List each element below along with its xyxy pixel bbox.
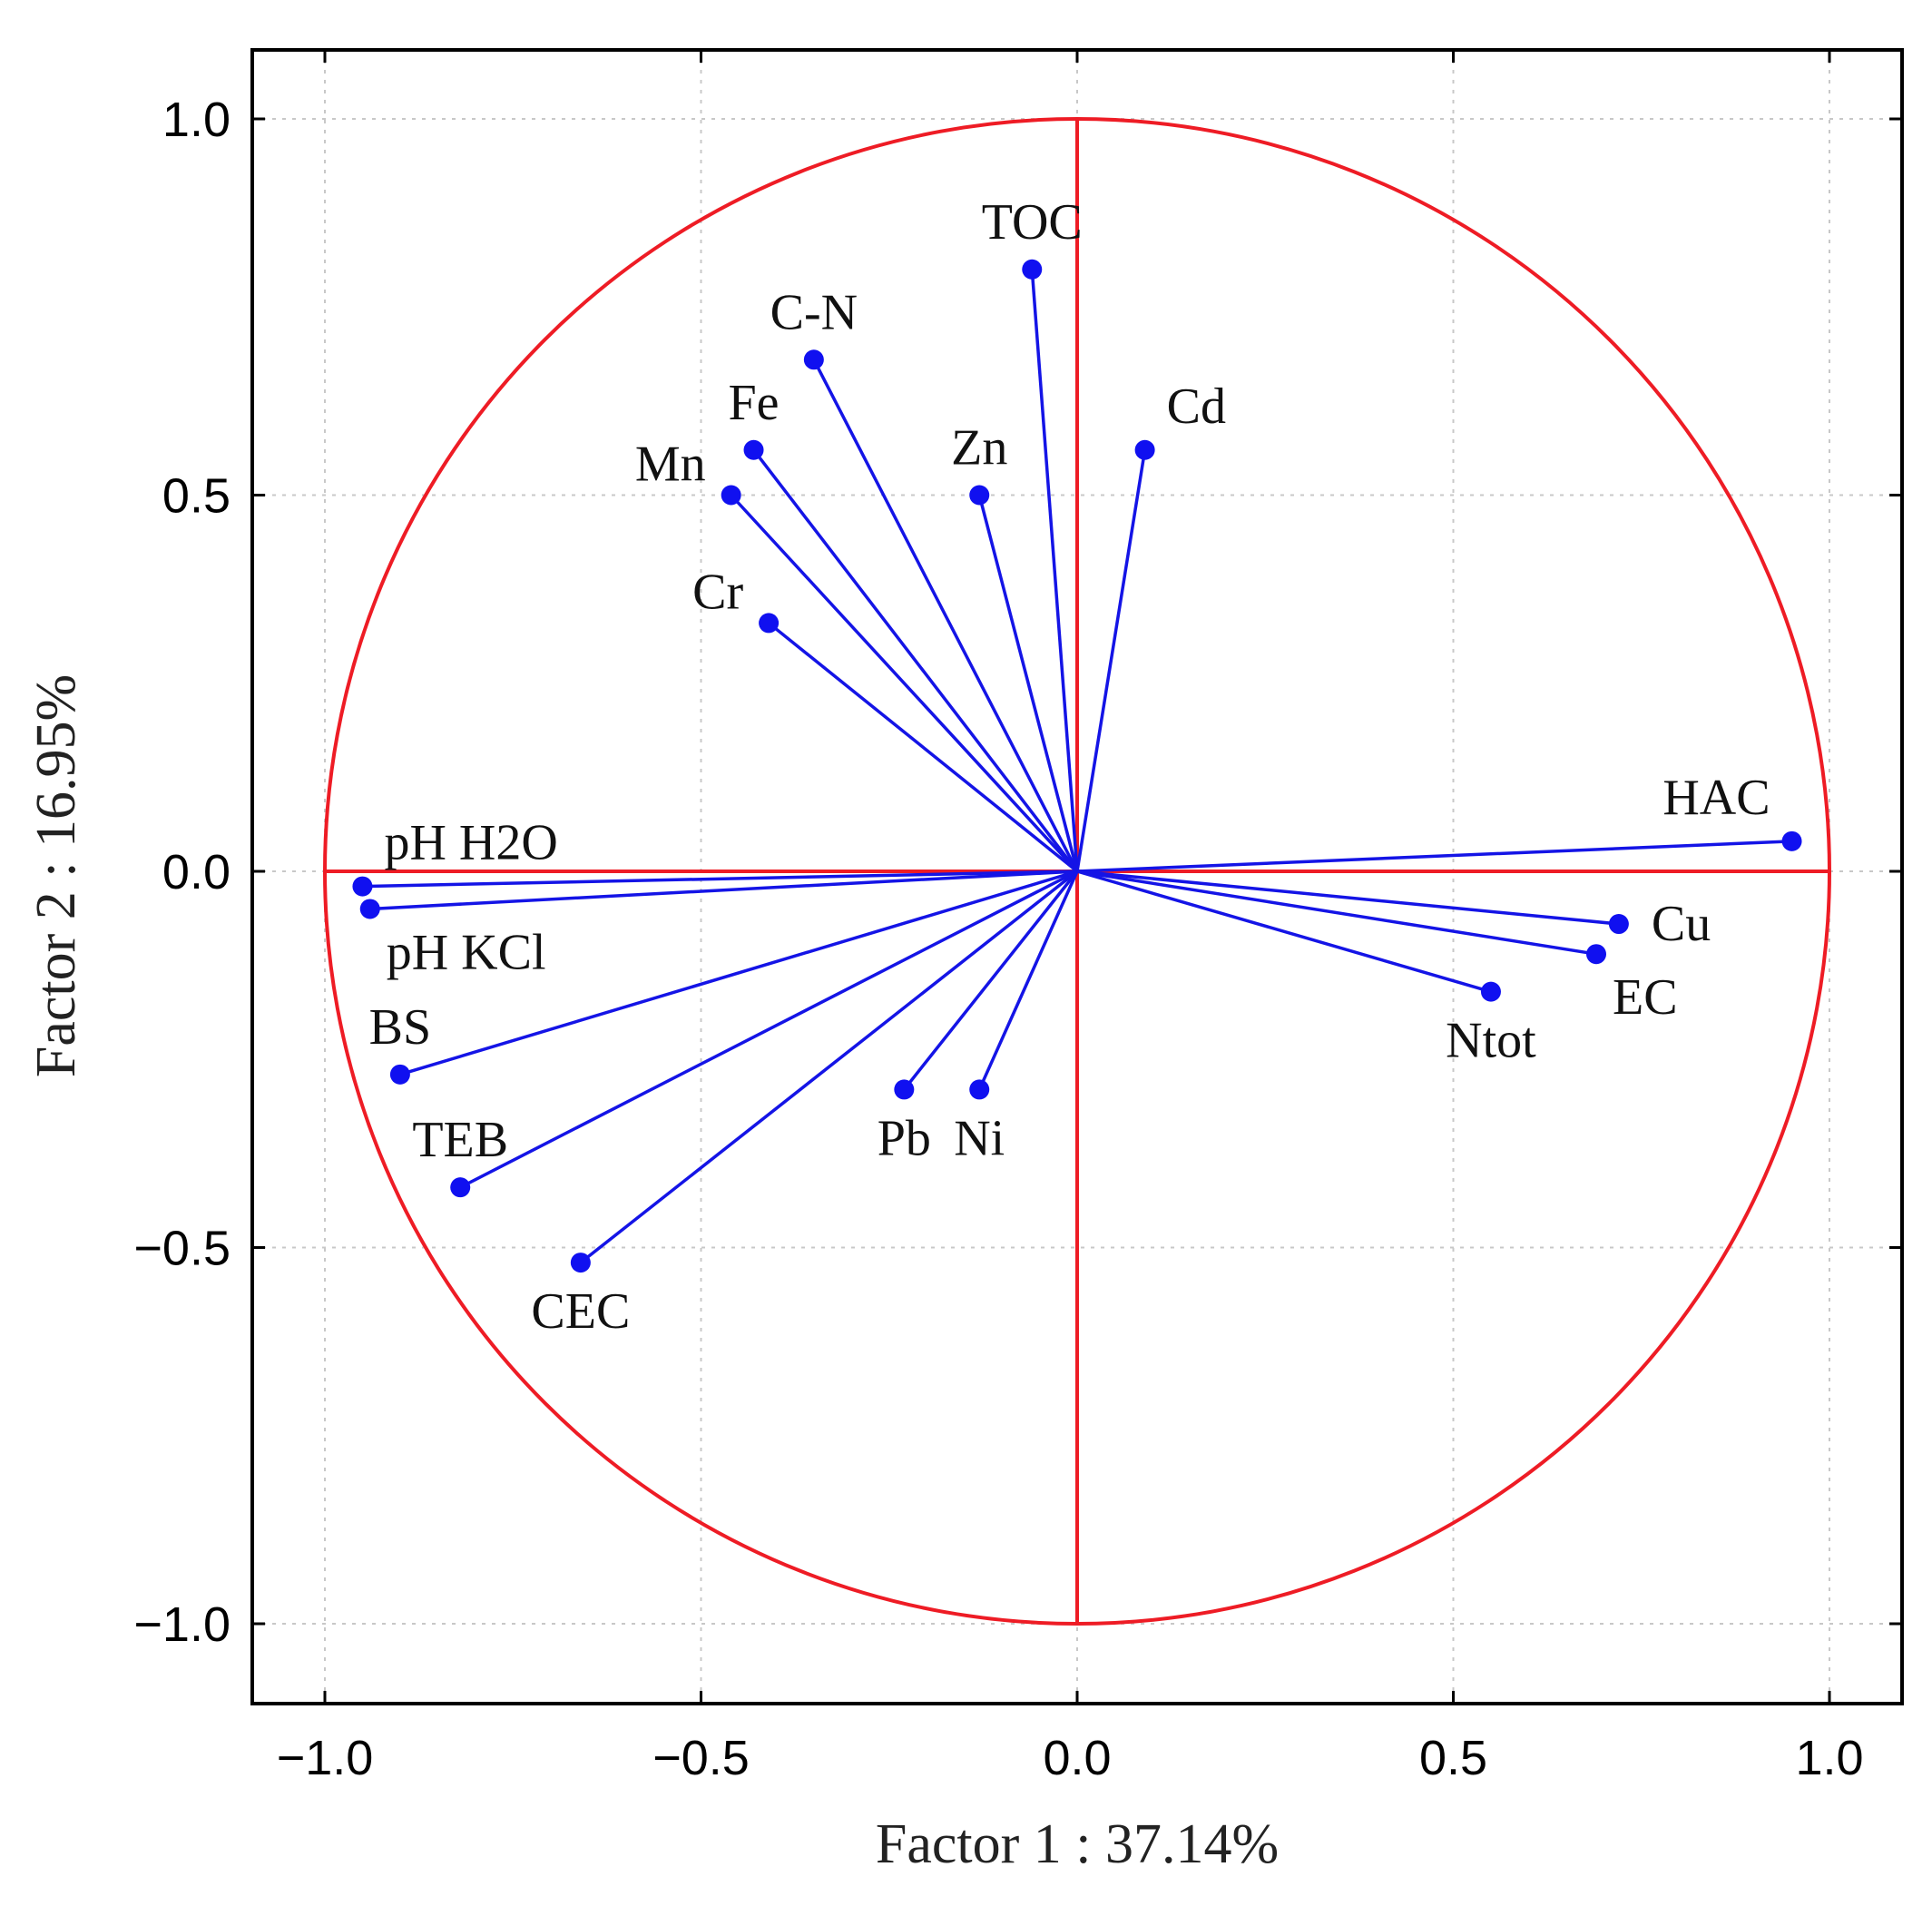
vector-teb xyxy=(459,870,1078,1189)
variable-labels: TOC C-N Fe Mn Cr Zn Cd HAC pH H2O pH KCl BS TEB CEC P… xyxy=(369,194,1770,1340)
label-ni: Ni xyxy=(954,1110,1005,1166)
vector-cr xyxy=(768,622,1079,873)
vector-toc xyxy=(1030,269,1079,872)
x-tick-label: −1.0 xyxy=(277,1731,374,1785)
x-tick-label: 0.0 xyxy=(1043,1731,1111,1785)
point-cd xyxy=(1134,439,1155,460)
vector-c-n xyxy=(812,359,1079,872)
point-cr xyxy=(759,613,780,634)
vector-ec xyxy=(1076,870,1597,956)
label-ec: EC xyxy=(1613,969,1678,1026)
point-ni xyxy=(969,1079,990,1100)
point-cu xyxy=(1608,914,1629,935)
point-mn xyxy=(721,485,741,506)
point-bs xyxy=(389,1064,410,1085)
vector-zn xyxy=(977,495,1079,872)
vector-mn xyxy=(730,494,1079,873)
label-c-n: C-N xyxy=(770,284,858,340)
point-pb xyxy=(894,1079,915,1100)
vector-cd xyxy=(1075,449,1147,872)
y-tick-label: 0.0 xyxy=(162,845,230,899)
label-hac: HAC xyxy=(1662,770,1770,826)
point-cec xyxy=(570,1253,591,1273)
label-ntot: Ntot xyxy=(1446,1013,1536,1069)
label-ph-h2o: pH H2O xyxy=(384,815,557,871)
y-tick-label: −0.5 xyxy=(133,1222,230,1276)
vector-cec xyxy=(579,870,1079,1264)
label-ph-kcl: pH KCl xyxy=(387,924,546,980)
axis-ticks: −1.0 −0.5 0.0 0.5 1.0 −1.0 −0.5 0.0 0.5 1.0 xyxy=(133,50,1902,1785)
label-fe: Fe xyxy=(729,375,780,431)
point-ph-h2o xyxy=(352,876,373,897)
vector-pb xyxy=(902,870,1079,1091)
point-c-n xyxy=(803,349,824,370)
point-ntot xyxy=(1480,981,1501,1002)
label-cr: Cr xyxy=(692,564,743,620)
x-tick-label: 0.5 xyxy=(1419,1731,1487,1785)
point-toc xyxy=(1022,259,1043,280)
point-hac xyxy=(1781,830,1802,851)
y-tick-label: −1.0 xyxy=(133,1597,230,1652)
point-fe xyxy=(743,439,764,460)
vector-bs xyxy=(399,870,1078,1076)
label-teb: TEB xyxy=(412,1112,508,1168)
point-ec xyxy=(1586,944,1607,965)
y-tick-label: 1.0 xyxy=(162,93,230,147)
label-zn: Zn xyxy=(951,420,1007,477)
label-pb: Pb xyxy=(878,1110,931,1166)
y-axis-title: Factor 2 : 16.95% xyxy=(25,674,87,1077)
point-teb xyxy=(450,1177,471,1198)
vector-hac xyxy=(1076,840,1792,873)
vector-ntot xyxy=(1076,870,1492,994)
label-cec: CEC xyxy=(531,1283,630,1340)
vector-fe xyxy=(752,448,1079,873)
vector-ph-kcl xyxy=(369,870,1078,911)
x-axis-title: Factor 1 : 37.14% xyxy=(876,1813,1279,1875)
label-cu: Cu xyxy=(1652,896,1711,952)
vector-ph-h2o xyxy=(362,870,1078,889)
label-cd: Cd xyxy=(1167,378,1226,435)
label-mn: Mn xyxy=(635,437,706,493)
vector-ni xyxy=(977,870,1079,1091)
label-toc: TOC xyxy=(982,194,1083,251)
loading-vectors xyxy=(352,259,1802,1273)
x-tick-label: 1.0 xyxy=(1795,1731,1863,1785)
point-ph-kcl xyxy=(359,899,380,919)
vector-cu xyxy=(1076,870,1620,926)
y-tick-label: 0.5 xyxy=(162,469,230,524)
label-bs: BS xyxy=(369,999,432,1056)
x-tick-label: −0.5 xyxy=(652,1731,750,1785)
point-zn xyxy=(969,485,990,506)
